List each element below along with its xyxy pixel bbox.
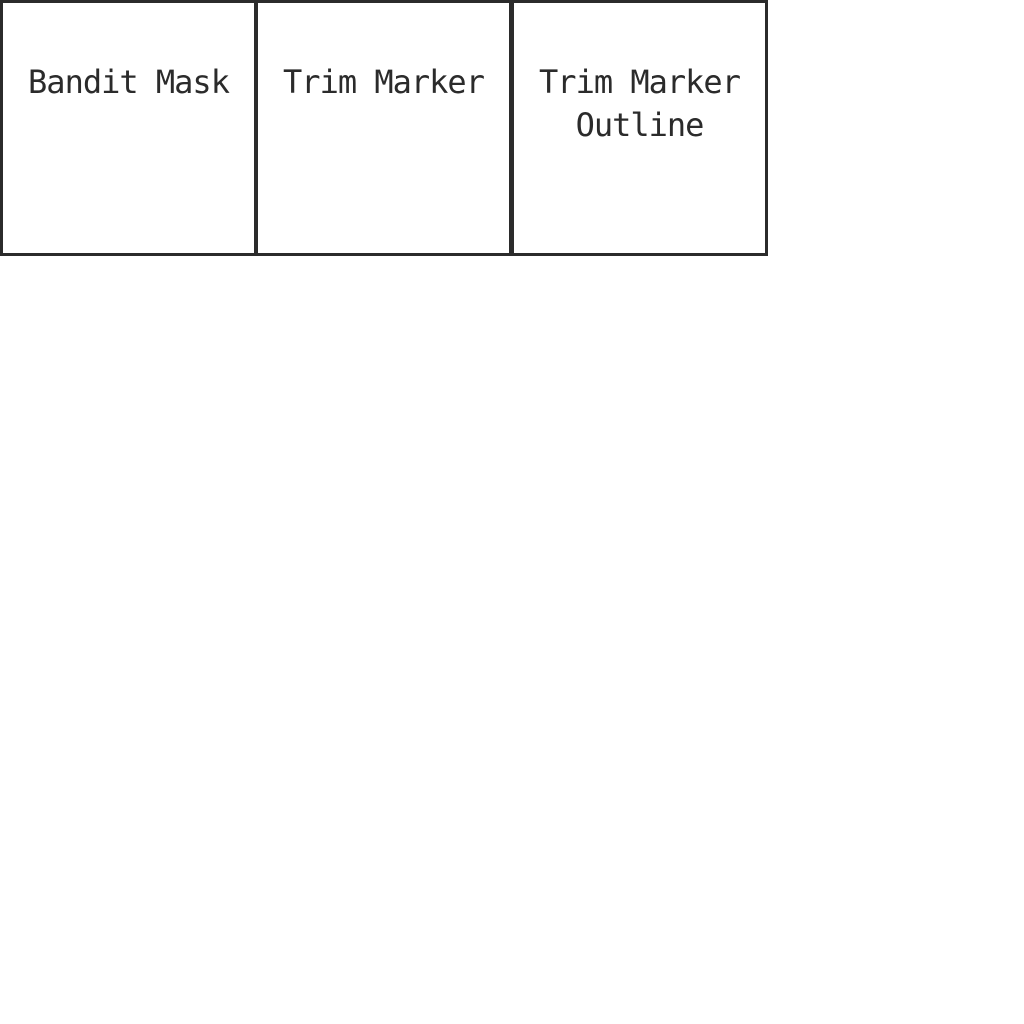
tile-trim-marker-outline[interactable]: Trim Marker Outline [511,0,768,256]
tile-trim-marker[interactable]: Trim Marker [255,0,512,256]
tile-label: Trim Marker Outline [539,63,741,144]
tile-bandit-mask[interactable]: Bandit Mask [0,0,257,256]
tile-label: Bandit Mask [28,63,230,101]
tile-label: Trim Marker [283,63,485,101]
